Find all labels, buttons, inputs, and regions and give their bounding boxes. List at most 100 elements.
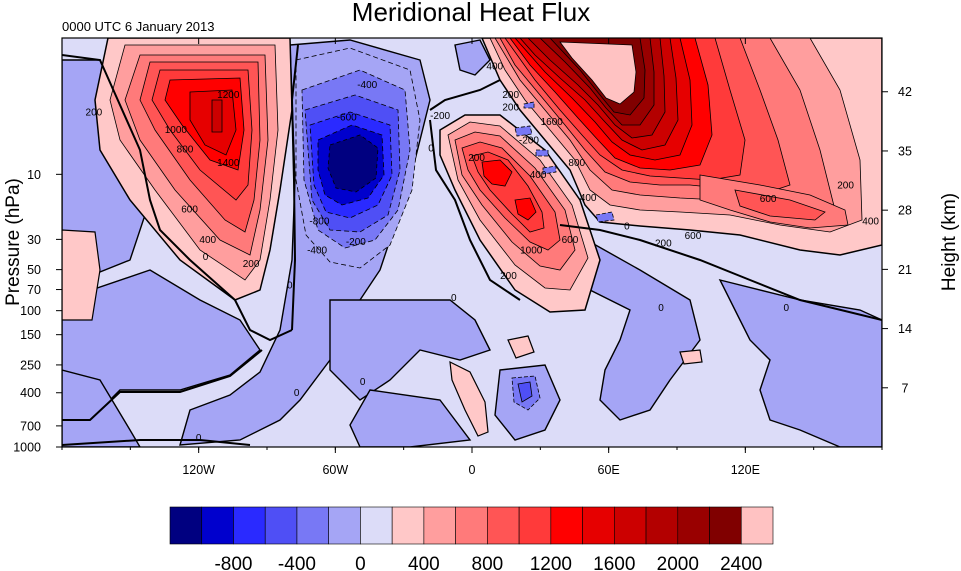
contour-label: 600 bbox=[685, 231, 702, 242]
contour-label: 200 bbox=[86, 108, 103, 119]
colorbar-label: 800 bbox=[472, 554, 504, 571]
y-axis-right-title: Height (km) bbox=[939, 193, 960, 291]
height-tick-label: 28 bbox=[898, 204, 912, 218]
height-tick-label: 35 bbox=[898, 144, 912, 158]
y-tick-label: 50 bbox=[27, 263, 41, 277]
contour-label: 0 bbox=[287, 281, 293, 292]
height-tick-label: 14 bbox=[898, 322, 912, 336]
contour-label: 400 bbox=[862, 217, 879, 228]
negative-core-spot bbox=[517, 381, 533, 403]
height-tick-label: 21 bbox=[898, 263, 912, 277]
contour-label: 1200 bbox=[217, 90, 240, 101]
colorbar-label: 1200 bbox=[530, 554, 572, 571]
contour-label: -600 bbox=[337, 113, 357, 124]
colorbar-label: 1600 bbox=[593, 554, 635, 571]
colorbar-swatch bbox=[423, 506, 456, 545]
colorbar-label: 2400 bbox=[720, 554, 762, 571]
contour-label: -200 bbox=[519, 136, 539, 147]
y-axis-pressure: 10 30 50 70 100 150 250 400 700 1000 bbox=[13, 168, 62, 455]
contour-label: 0 bbox=[203, 252, 209, 263]
colorbar-label: -800 bbox=[214, 554, 252, 571]
colorbar-swatch bbox=[391, 506, 425, 545]
y-axis-height: 42 35 28 21 14 7 bbox=[882, 85, 912, 395]
contour-label: 0 bbox=[784, 303, 790, 314]
positive-lobe-15e bbox=[439, 114, 601, 313]
y-tick-label: 10 bbox=[27, 168, 41, 182]
positive-lobe-75e bbox=[481, 38, 882, 256]
colorbar-swatch bbox=[677, 506, 710, 545]
colorbar-swatch bbox=[550, 506, 583, 545]
colorbar bbox=[169, 506, 774, 545]
colorbar-swatch bbox=[518, 506, 552, 545]
contour-label: 400 bbox=[199, 235, 216, 246]
y-tick-label: 70 bbox=[27, 283, 41, 297]
zero-contours bbox=[62, 44, 882, 446]
contour-label: 200 bbox=[243, 259, 260, 270]
positive-tongue-140e bbox=[699, 174, 849, 229]
y-tick-label: 150 bbox=[20, 328, 41, 342]
colorbar-swatch bbox=[582, 506, 615, 545]
contour-label: 600 bbox=[760, 194, 777, 205]
colorbar-swatch bbox=[740, 506, 774, 545]
colorbar-swatch bbox=[645, 506, 679, 545]
contour-label: 600 bbox=[181, 205, 198, 216]
colorbar-swatch bbox=[201, 506, 234, 545]
y-tick-label: 30 bbox=[27, 233, 41, 247]
y-tick-label: 100 bbox=[20, 304, 41, 318]
contour-label: 200 bbox=[502, 102, 519, 113]
positive-blobs-small bbox=[62, 229, 703, 437]
colorbar-swatch bbox=[233, 506, 266, 545]
colorbar-swatch bbox=[487, 506, 520, 545]
contour-label: 0 bbox=[294, 388, 300, 399]
colorbar-swatch bbox=[296, 506, 329, 545]
contour-label: 800 bbox=[177, 144, 194, 155]
contour-labels: 200 1200 1000 800 1400 600 400 200 0 -400 -600 -200… bbox=[86, 61, 880, 444]
x-axis: 120W 60W 0 60E 120E bbox=[61, 38, 883, 477]
colorbar-swatch bbox=[614, 506, 647, 545]
contour-label: 0 bbox=[196, 433, 202, 444]
y-axis-title: Pressure (hPa) bbox=[3, 178, 24, 306]
contour-label: 1400 bbox=[217, 158, 240, 169]
chart-subtitle: 0000 UTC 6 January 2013 bbox=[62, 19, 214, 34]
colorbar-swatch bbox=[709, 506, 742, 545]
positive-lobe-110w bbox=[94, 38, 293, 301]
colorbar-label: 2000 bbox=[657, 554, 699, 571]
contour-label: 0 bbox=[658, 303, 664, 314]
contour-label: 600 bbox=[562, 235, 579, 246]
y-tick-label: 700 bbox=[20, 419, 41, 433]
height-tick-label: 7 bbox=[902, 381, 909, 395]
plot-area bbox=[62, 38, 882, 447]
colorbar-swatch bbox=[360, 506, 393, 545]
colorbar-label: 0 bbox=[355, 554, 366, 571]
colorbar-swatch bbox=[264, 506, 298, 545]
contour-label: 200 bbox=[468, 153, 485, 164]
y-tick-label: 400 bbox=[20, 386, 41, 400]
colorbar-label: 400 bbox=[408, 554, 440, 571]
colorbar-label: -400 bbox=[278, 554, 316, 571]
colorbar-swatch bbox=[455, 506, 488, 545]
contour-label: -800 bbox=[309, 217, 329, 228]
contour-label: 1000 bbox=[165, 125, 188, 136]
contour-label: 0 bbox=[428, 143, 434, 154]
y-tick-label: 250 bbox=[20, 358, 41, 372]
contour-label: 200 bbox=[500, 271, 517, 282]
contour-label: 1000 bbox=[520, 246, 543, 257]
contour-label: -200 bbox=[346, 237, 366, 248]
contour-label: -200 bbox=[430, 111, 450, 122]
negative-lobe-50w bbox=[295, 47, 421, 269]
contour-label: 0 bbox=[360, 377, 366, 388]
contour-label: 200 bbox=[837, 181, 854, 192]
x-tick-label: 120W bbox=[182, 463, 215, 477]
contour-label: 200 bbox=[502, 90, 519, 101]
contour-label: -400 bbox=[357, 80, 377, 91]
colorbar-labels: -800 -400 0 400 800 1200 1600 2000 2400 bbox=[214, 554, 762, 571]
chart-title: Meridional Heat Flux bbox=[352, 0, 590, 27]
x-tick-label: 60W bbox=[322, 463, 348, 477]
contour-label: 1600 bbox=[541, 117, 564, 128]
height-tick-label: 42 bbox=[898, 85, 912, 99]
contour-label: 400 bbox=[530, 170, 547, 181]
contour-label: 200 bbox=[655, 239, 672, 250]
colorbar-swatch bbox=[169, 506, 203, 545]
contour-label: 0 bbox=[624, 222, 630, 233]
